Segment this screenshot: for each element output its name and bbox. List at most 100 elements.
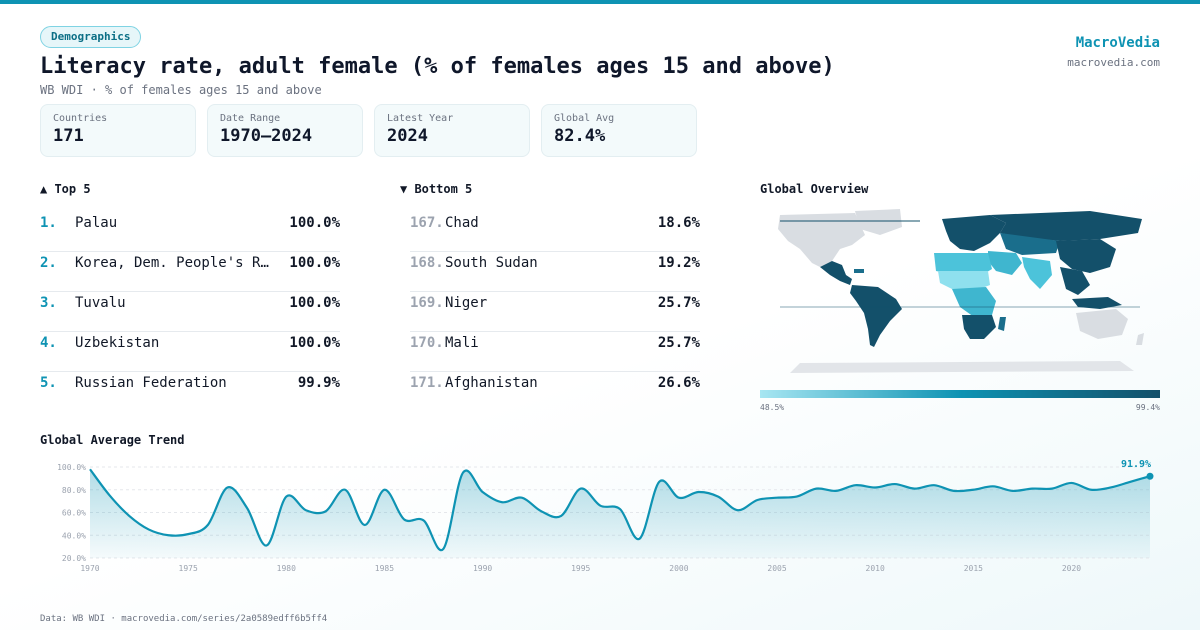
trend-point[interactable] xyxy=(187,533,190,536)
trend-point[interactable] xyxy=(913,487,916,490)
trend-point[interactable] xyxy=(874,486,877,489)
trend-point[interactable] xyxy=(461,471,464,474)
list-item[interactable]: 4. Uzbekistan 100.0% xyxy=(40,332,340,372)
trend-point[interactable] xyxy=(403,518,406,521)
map-region-south-america[interactable] xyxy=(850,285,902,347)
trend-point[interactable] xyxy=(952,489,955,492)
list-item[interactable]: 171. Afghanistan 26.6% xyxy=(410,372,700,412)
map-region-southern-africa[interactable] xyxy=(962,315,996,339)
list-item[interactable]: 168. South Sudan 19.2% xyxy=(410,252,700,292)
map-region-sahel[interactable] xyxy=(938,271,990,291)
map-region-indonesia[interactable] xyxy=(1072,297,1122,309)
trend-point[interactable] xyxy=(736,509,739,512)
trend-point[interactable] xyxy=(1011,489,1014,492)
map-region-central-america[interactable] xyxy=(820,261,852,285)
trend-point[interactable] xyxy=(658,480,661,483)
trend-point[interactable] xyxy=(89,468,92,471)
map-region-caribbean[interactable] xyxy=(854,269,864,273)
trend-point[interactable] xyxy=(854,484,857,487)
list-item[interactable]: 167. Chad 18.6% xyxy=(410,212,700,252)
trend-point[interactable] xyxy=(344,488,347,491)
trend-point[interactable] xyxy=(501,501,504,504)
list-item[interactable]: 3. Tuvalu 100.0% xyxy=(40,292,340,332)
trend-point[interactable] xyxy=(933,484,936,487)
trend-chart[interactable]: 20.0% 40.0% 60.0% 80.0% 100.0% 1970 1975 1980 1… xyxy=(40,455,1170,580)
trend-point[interactable] xyxy=(1070,481,1073,484)
map-region-south-asia[interactable] xyxy=(1022,257,1052,289)
trend-point[interactable] xyxy=(893,483,896,486)
trend-point[interactable] xyxy=(972,488,975,491)
list-item[interactable]: 170. Mali 25.7% xyxy=(410,332,700,372)
trend-point[interactable] xyxy=(1090,488,1093,491)
map-region-madagascar[interactable] xyxy=(998,317,1006,331)
trend-point[interactable] xyxy=(717,495,720,498)
bottom5-heading: ▼ Bottom 5 xyxy=(400,182,473,196)
rank-number: 169. xyxy=(410,295,444,311)
trend-point[interactable] xyxy=(363,524,366,527)
trend-point[interactable] xyxy=(108,494,111,497)
trend-point[interactable] xyxy=(1050,487,1053,490)
trend-point[interactable] xyxy=(1031,487,1034,490)
list-item[interactable]: 5. Russian Federation 99.9% xyxy=(40,372,340,412)
category-tag[interactable]: Demographics xyxy=(40,26,142,48)
map-region-russia[interactable] xyxy=(990,211,1142,241)
trend-point[interactable] xyxy=(324,510,327,513)
trend-point[interactable] xyxy=(540,510,543,513)
trend-point[interactable] xyxy=(147,528,150,531)
trend-point[interactable] xyxy=(422,519,425,522)
trend-point[interactable] xyxy=(265,544,268,547)
trend-point[interactable] xyxy=(991,485,994,488)
rank-value: 100.0% xyxy=(289,335,340,351)
map-region-australia[interactable] xyxy=(1076,309,1128,339)
trend-point[interactable] xyxy=(834,489,837,492)
brand-url[interactable]: macrovedia.com xyxy=(1067,56,1160,69)
country-name: Niger xyxy=(445,295,488,311)
list-item[interactable]: 169. Niger 25.7% xyxy=(410,292,700,332)
trend-point[interactable] xyxy=(677,496,680,499)
map-region-middle-east[interactable] xyxy=(988,251,1022,275)
x-tick-label: 1975 xyxy=(179,564,198,573)
trend-point[interactable] xyxy=(776,496,779,499)
map-region-antarctica[interactable] xyxy=(790,361,1134,373)
trend-point[interactable] xyxy=(697,491,700,494)
map-region-north-america[interactable] xyxy=(778,213,865,267)
stat-value: 1970–2024 xyxy=(220,126,313,146)
trend-point[interactable] xyxy=(638,537,641,540)
top-accent-bar xyxy=(0,0,1200,4)
trend-point[interactable] xyxy=(756,498,759,501)
map-region-central-africa[interactable] xyxy=(952,287,996,317)
trend-point[interactable] xyxy=(383,488,386,491)
map-region-southeast-asia[interactable] xyxy=(1060,267,1090,295)
trend-point[interactable] xyxy=(167,534,170,537)
trend-point[interactable] xyxy=(226,486,229,489)
map-region-greenland[interactable] xyxy=(855,209,902,235)
list-item[interactable]: 1. Palau 100.0% xyxy=(40,212,340,252)
trend-point[interactable] xyxy=(128,514,131,517)
brand-logo[interactable]: MacroVedia xyxy=(1075,35,1160,51)
map-region-central-asia[interactable] xyxy=(1000,233,1060,255)
trend-point[interactable] xyxy=(442,547,445,550)
trend-point[interactable] xyxy=(246,506,249,509)
trend-point[interactable] xyxy=(815,487,818,490)
trend-point[interactable] xyxy=(206,524,209,527)
trend-last-point[interactable] xyxy=(1146,472,1154,480)
trend-point[interactable] xyxy=(285,495,288,498)
trend-point[interactable] xyxy=(1109,486,1112,489)
trend-point[interactable] xyxy=(481,491,484,494)
trend-point[interactable] xyxy=(795,495,798,498)
map-region-new-zealand[interactable] xyxy=(1136,333,1144,345)
map-region-north-africa[interactable] xyxy=(934,253,992,275)
rank-number: 2. xyxy=(40,255,57,271)
map-region-europe[interactable] xyxy=(942,215,1006,251)
trend-point[interactable] xyxy=(520,496,523,499)
trend-point[interactable] xyxy=(579,487,582,490)
trend-point[interactable] xyxy=(304,509,307,512)
list-item[interactable]: 2. Korea, Dem. People's Rep. 100.0% xyxy=(40,252,340,292)
y-tick-label: 40.0% xyxy=(62,531,86,540)
trend-point[interactable] xyxy=(619,508,622,511)
world-choropleth-map[interactable] xyxy=(760,205,1160,380)
trend-point[interactable] xyxy=(560,514,563,517)
trend-point[interactable] xyxy=(1129,480,1132,483)
map-region-east-asia[interactable] xyxy=(1056,239,1116,273)
trend-point[interactable] xyxy=(599,504,602,507)
